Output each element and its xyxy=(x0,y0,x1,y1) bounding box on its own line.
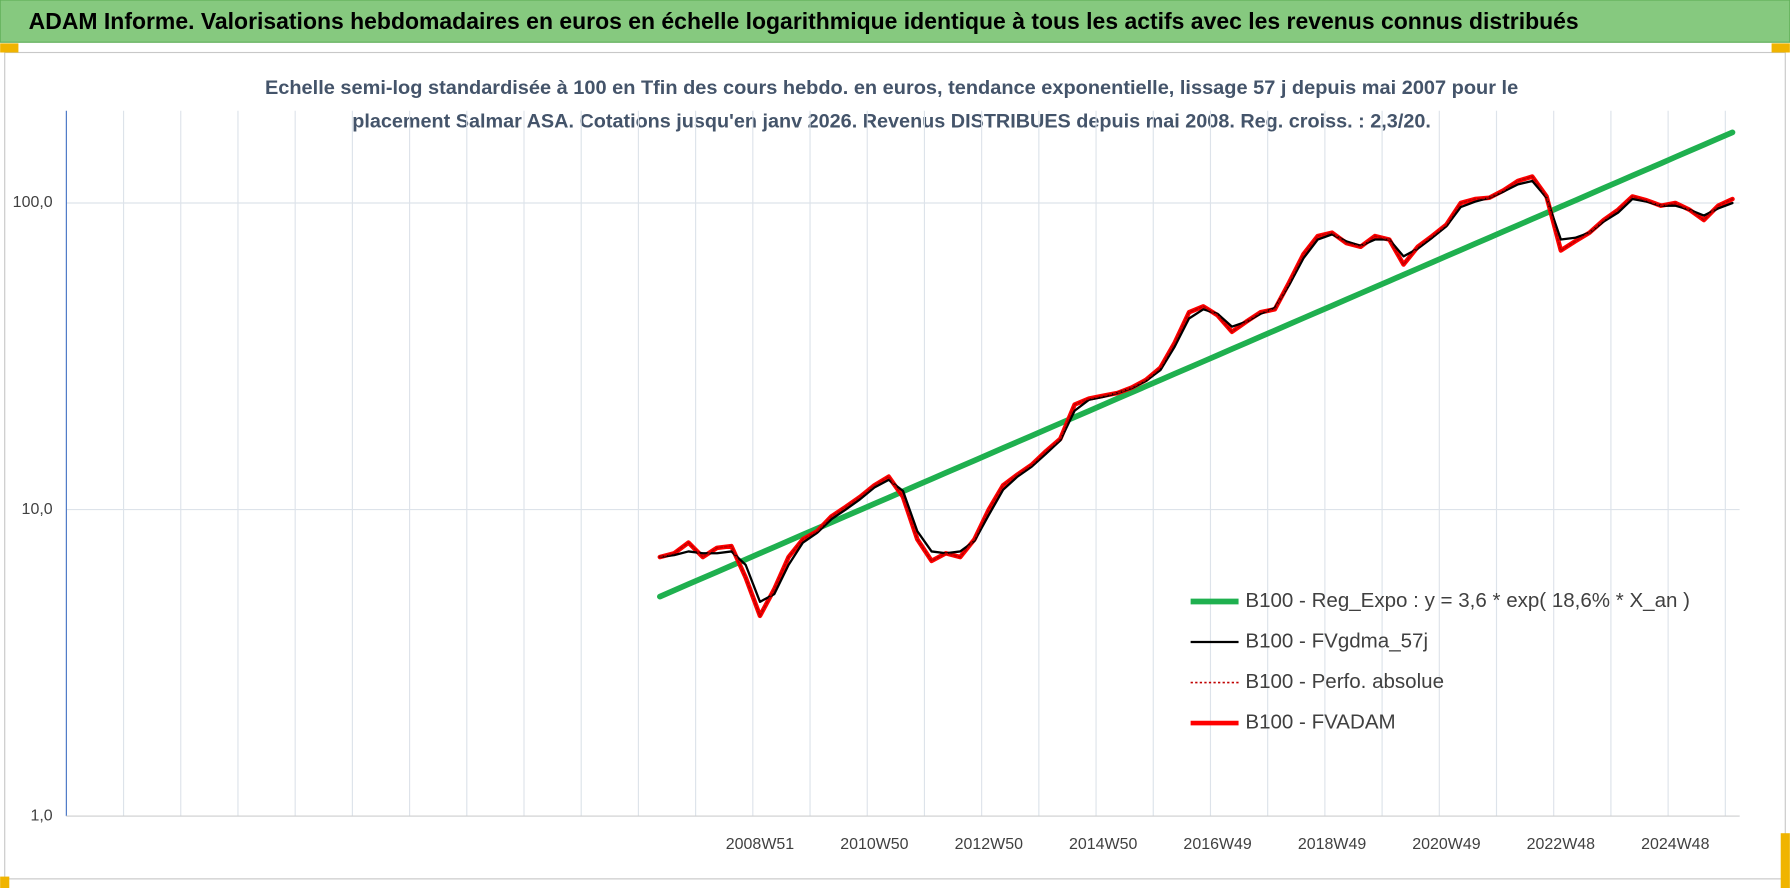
chart-title: ADAM Informe. Valorisations hebdomadaire… xyxy=(29,8,1579,34)
series-line xyxy=(657,129,1736,600)
legend-label: B100 - Perfo. absolue xyxy=(1245,670,1444,693)
legend-label: B100 - FVADAM xyxy=(1245,710,1395,733)
corner xyxy=(1780,833,1790,888)
series-line xyxy=(658,179,1734,603)
chart-frame xyxy=(4,51,1786,880)
legend-label: B100 - FVgdma_57j xyxy=(1245,629,1428,652)
series-line xyxy=(659,175,1734,617)
x-tick-label: 2012W50 xyxy=(955,836,1023,853)
title-bar xyxy=(0,0,1790,43)
x-tick-label: 2022W48 xyxy=(1527,836,1595,853)
x-tick-label: 2010W50 xyxy=(840,836,908,853)
corner xyxy=(1771,43,1790,53)
x-tick-label: 2008W51 xyxy=(726,836,794,853)
chart-subtitle: Echelle semi-log standardisée à 100 en T… xyxy=(265,77,1518,99)
corner xyxy=(0,43,19,53)
x-tick-label: 2018W49 xyxy=(1298,836,1366,853)
y-tick-label: 1,0 xyxy=(30,807,52,824)
x-tick-label: 2014W50 xyxy=(1069,836,1137,853)
legend-label: B100 - Reg_Expo : y = 3,6 * exp( 18,6% *… xyxy=(1245,589,1690,612)
x-tick-label: 2020W49 xyxy=(1412,836,1480,853)
y-tick-label: 100,0 xyxy=(13,194,53,211)
corner xyxy=(0,876,10,888)
y-tick-label: 10,0 xyxy=(22,501,53,518)
x-tick-label: 2024W48 xyxy=(1641,836,1709,853)
plot-area: 1,0 10,0 100,0 2008W51 2010W50 2012W50 2014W50… xyxy=(13,110,1740,853)
x-tick-label: 2016W49 xyxy=(1183,836,1251,853)
chart-subtitle: placement Salmar ASA. Cotations jusqu'en… xyxy=(352,110,1431,132)
